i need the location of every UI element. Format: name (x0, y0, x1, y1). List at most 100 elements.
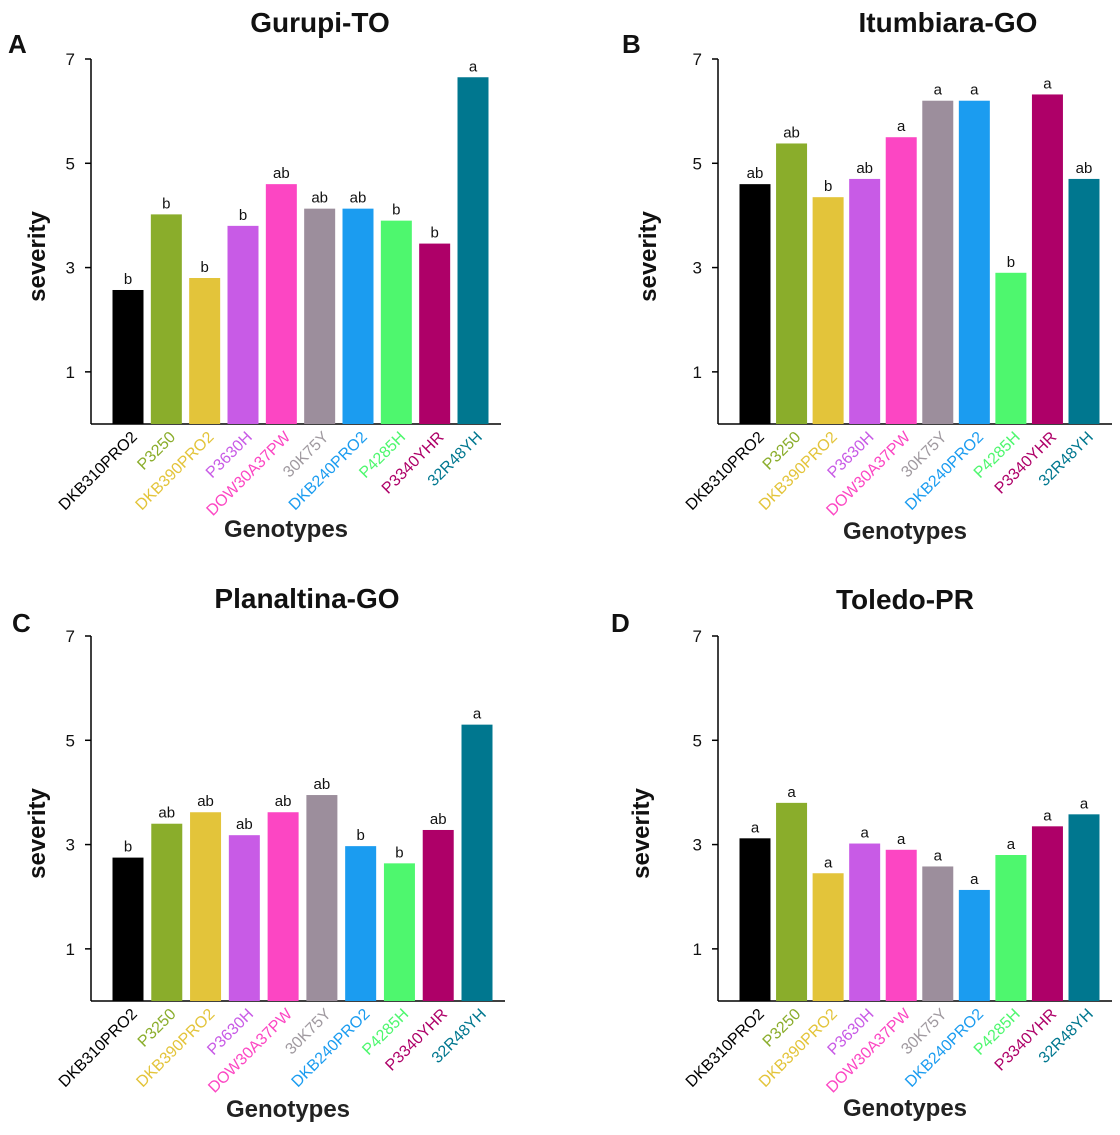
panel-d-x-axis-label: Genotypes (843, 1095, 967, 1122)
panel-d-bar (922, 866, 954, 1001)
panel-b-significance-label: ab (747, 165, 764, 182)
panel-b-bar (958, 100, 990, 424)
panel-b-bar (1068, 178, 1100, 424)
panel-b-significance-label: a (934, 82, 943, 99)
panel-d-significance-label: a (1043, 807, 1052, 824)
panel-b-bar (776, 143, 808, 424)
panel-a-significance-label: ab (273, 165, 290, 182)
panel-b-y-tick-label: 1 (693, 363, 702, 382)
panel-d-y-tick-label: 5 (693, 731, 702, 750)
panel-c-significance-label: ab (430, 811, 447, 828)
panel-d-bar (849, 843, 881, 1001)
panel-c-bar (422, 829, 454, 1001)
panel-c-y-tick-label: 3 (66, 836, 75, 855)
panel-d-y-tick-label: 1 (693, 940, 702, 959)
panel-b-significance-label: a (897, 118, 906, 135)
panel-b-bar (739, 184, 771, 424)
panel-d-bar (739, 838, 771, 1001)
panel-a-significance-label: b (392, 202, 400, 219)
panel-a-significance-label: b (430, 225, 438, 242)
panel-b-significance-label: ab (1076, 160, 1093, 177)
panel-c-bar (190, 812, 222, 1001)
panel-a-bar (112, 289, 144, 424)
panel-b-bar (922, 100, 954, 424)
panel-d-y-tick-label: 3 (693, 836, 702, 855)
panel-b-x-axis-label: Genotypes (843, 518, 967, 545)
panel-c-y-axis-label: severity (24, 787, 51, 878)
panel-a-significance-label: ab (350, 190, 367, 207)
panel-a-bar (419, 243, 451, 424)
panel-c-significance-label: b (124, 839, 132, 856)
panel-c-bar (267, 812, 299, 1001)
panel-c-bar (112, 857, 144, 1001)
panel-c-letter: C (12, 608, 31, 638)
panel-d-significance-label: a (897, 831, 906, 848)
panel-d-bar (776, 802, 808, 1001)
panel-c-y-tick-label: 7 (66, 627, 75, 646)
panel-b-significance-label: a (1043, 75, 1052, 92)
panel-c-y-tick-label: 5 (66, 731, 75, 750)
panel-b-title: Itumbiara-GO (859, 7, 1038, 38)
panel-a-significance-label: b (200, 259, 208, 276)
panel-d-significance-label: a (934, 847, 943, 864)
panel-a-x-axis-label: Genotypes (224, 516, 348, 543)
panel-a-bar (457, 77, 489, 424)
panel-d-bar (1068, 814, 1100, 1001)
panel-a-bar (265, 184, 297, 424)
panel-c-x-axis-label: Genotypes (226, 1096, 350, 1123)
panel-a-bar (380, 220, 412, 424)
panel-a-bar (342, 208, 374, 424)
panel-c-y-tick-label: 1 (66, 940, 75, 959)
panel-a-significance-label: b (162, 195, 170, 212)
panel-a-bar (150, 214, 182, 424)
panel-a-significance-label: a (469, 58, 478, 75)
panel-d-significance-label: a (1080, 795, 1089, 812)
panel-d-bar (1031, 826, 1063, 1001)
panel-b-letter: B (622, 29, 641, 59)
panel-c-bar (151, 823, 183, 1001)
panel-d-y-axis-label: severity (628, 787, 655, 878)
panel-d-significance-label: a (787, 784, 796, 801)
panel-d-significance-label: a (970, 871, 979, 888)
panel-d-bar (812, 873, 844, 1001)
panel-c-significance-label: ab (158, 805, 175, 822)
panel-d-significance-label: a (751, 819, 760, 836)
panel-a-y-tick-label: 5 (66, 154, 75, 173)
panel-a-y-tick-label: 1 (66, 363, 75, 382)
panel-b-bar (885, 137, 917, 424)
panel-b-y-tick-label: 3 (693, 259, 702, 278)
panel-b-bar (849, 178, 881, 424)
panel-a-significance-label: b (239, 207, 247, 224)
panel-c-bar (383, 863, 415, 1001)
panel-c-significance-label: b (395, 844, 403, 861)
panel-a-y-tick-label: 3 (66, 259, 75, 278)
panel-d-bar (885, 849, 917, 1001)
panel-a-x-tick-label: DKB310PRO2 (56, 429, 141, 514)
panel-b-significance-label: ab (783, 124, 800, 141)
panel-c-significance-label: ab (275, 793, 292, 810)
panel-b-significance-label: b (1007, 254, 1015, 271)
panel-d-significance-label: a (860, 825, 869, 842)
panel-a-letter: A (8, 29, 27, 59)
panel-a-bar (304, 208, 336, 424)
panel-b-bar (1031, 94, 1063, 424)
panel-a-y-axis-label: severity (24, 210, 51, 301)
panel-d-y-tick-label: 7 (693, 627, 702, 646)
panel-b-y-axis-label: severity (635, 210, 662, 301)
panel-b-significance-label: a (970, 82, 979, 99)
panel-c-significance-label: ab (197, 793, 214, 810)
panel-b-x-tick-label: DKB310PRO2 (683, 429, 768, 514)
panel-d-bar (995, 855, 1027, 1001)
panel-c-significance-label: b (356, 827, 364, 844)
panel-c-significance-label: a (473, 706, 482, 723)
panel-b-bar (995, 272, 1027, 424)
panel-c-significance-label: ab (236, 816, 253, 833)
panel-b-significance-label: ab (856, 160, 873, 177)
panel-d-bar (958, 889, 990, 1001)
panel-a-bar (189, 278, 221, 424)
panel-c-bar (461, 724, 493, 1001)
panel-a-significance-label: b (124, 271, 132, 288)
panel-c-significance-label: ab (314, 776, 331, 793)
